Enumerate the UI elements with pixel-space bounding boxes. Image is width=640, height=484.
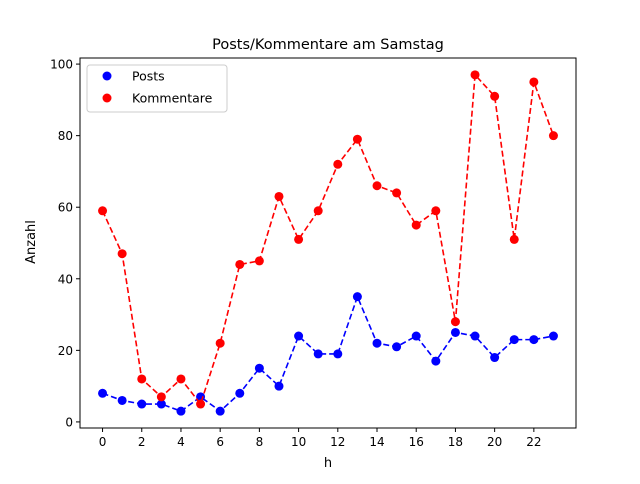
data-point-kommentare bbox=[235, 259, 245, 269]
data-point-posts bbox=[509, 335, 519, 345]
data-point-posts bbox=[294, 331, 304, 341]
series-line-kommentare bbox=[101, 72, 555, 406]
axis-ticks: 0 2 4 6 8 10 12 14 16 18 20 22 0 20 40 60 80 100 bbox=[50, 58, 541, 449]
data-point-posts bbox=[333, 349, 343, 359]
data-point-kommentare bbox=[392, 188, 402, 198]
data-point-kommentare bbox=[490, 91, 500, 101]
x-tick-label: 12 bbox=[330, 435, 345, 449]
data-point-kommentare bbox=[156, 392, 166, 402]
legend: Posts Kommentare bbox=[86, 64, 228, 113]
y-tick-label: 60 bbox=[58, 201, 73, 215]
data-point-posts bbox=[470, 331, 480, 341]
data-point-kommentare bbox=[470, 70, 480, 80]
data-point-kommentare bbox=[509, 234, 519, 244]
x-tick-label: 22 bbox=[526, 435, 541, 449]
data-point-posts bbox=[450, 327, 460, 337]
data-point-kommentare bbox=[333, 159, 343, 169]
x-tick-label: 14 bbox=[369, 435, 384, 449]
x-axis-label: h bbox=[324, 456, 332, 471]
data-point-kommentare bbox=[529, 77, 539, 87]
data-point-posts bbox=[98, 388, 108, 398]
data-point-posts bbox=[431, 356, 441, 366]
data-point-posts bbox=[137, 399, 147, 409]
plot-frame bbox=[79, 57, 577, 429]
x-tick-label: 0 bbox=[99, 435, 107, 449]
data-point-kommentare bbox=[196, 399, 206, 409]
legend-label-kommentare: Kommentare bbox=[132, 91, 213, 106]
x-tick-label: 4 bbox=[177, 435, 185, 449]
data-point-kommentare bbox=[215, 338, 225, 348]
data-point-posts bbox=[548, 331, 558, 341]
data-point-kommentare bbox=[450, 317, 460, 327]
y-tick-label: 100 bbox=[50, 58, 73, 72]
x-tick-label: 18 bbox=[448, 435, 463, 449]
data-point-kommentare bbox=[117, 249, 127, 259]
x-tick-label: 8 bbox=[256, 435, 264, 449]
data-point-kommentare bbox=[352, 134, 362, 144]
data-point-kommentare bbox=[431, 206, 441, 216]
data-point-posts bbox=[235, 388, 245, 398]
data-point-posts bbox=[176, 406, 186, 416]
x-tick-label: 10 bbox=[291, 435, 306, 449]
data-point-posts bbox=[372, 338, 382, 348]
data-point-kommentare bbox=[254, 256, 264, 266]
data-point-kommentare bbox=[274, 191, 284, 201]
data-point-kommentare bbox=[411, 220, 421, 230]
data-point-kommentare bbox=[372, 181, 382, 191]
x-tick-label: 2 bbox=[138, 435, 146, 449]
legend-marker-kommentare bbox=[102, 93, 112, 103]
data-point-kommentare bbox=[137, 374, 147, 384]
data-point-kommentare bbox=[294, 234, 304, 244]
data-point-posts bbox=[411, 331, 421, 341]
data-point-posts bbox=[274, 381, 284, 391]
y-tick-label: 20 bbox=[58, 344, 73, 358]
data-point-posts bbox=[156, 399, 166, 409]
data-point-posts bbox=[529, 335, 539, 345]
data-point-kommentare bbox=[313, 206, 323, 216]
data-point-posts bbox=[254, 363, 264, 373]
y-tick-label: 40 bbox=[58, 272, 73, 286]
chart-title: Posts/Kommentare am Samstag bbox=[212, 37, 444, 53]
data-point-kommentare bbox=[98, 206, 108, 216]
data-point-posts bbox=[215, 406, 225, 416]
legend-marker-posts bbox=[102, 71, 112, 81]
legend-box bbox=[86, 64, 228, 113]
x-tick-label: 16 bbox=[409, 435, 424, 449]
y-tick-label: 80 bbox=[58, 129, 73, 143]
series-layer bbox=[98, 70, 558, 416]
x-tick-label: 6 bbox=[216, 435, 224, 449]
y-tick-label: 0 bbox=[65, 415, 73, 429]
data-point-posts bbox=[313, 349, 323, 359]
x-tick-label: 20 bbox=[487, 435, 502, 449]
data-point-kommentare bbox=[176, 374, 186, 384]
y-axis-label: Anzahl bbox=[24, 220, 39, 264]
data-point-posts bbox=[392, 342, 402, 352]
data-point-posts bbox=[352, 292, 362, 302]
data-point-kommentare bbox=[548, 131, 558, 141]
legend-label-posts: Posts bbox=[132, 69, 165, 84]
series-line-posts bbox=[102, 294, 554, 413]
data-point-posts bbox=[490, 353, 500, 363]
data-point-posts bbox=[117, 395, 127, 405]
